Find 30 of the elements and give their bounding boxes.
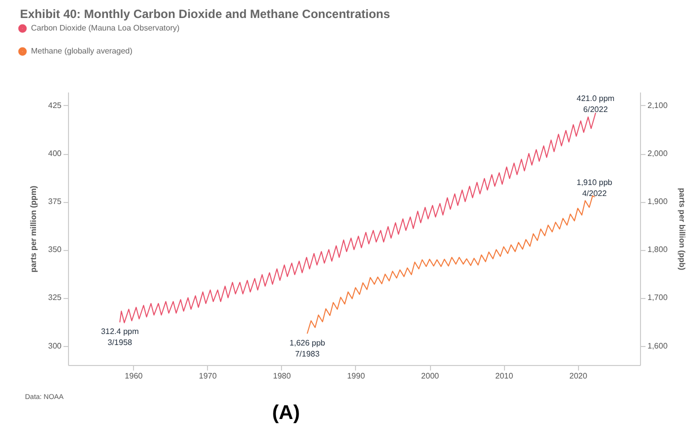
line-series — [306, 195, 595, 334]
x-tick-label: 2010 — [495, 372, 514, 380]
y-axis-title: parts per million (ppm) — [29, 185, 38, 272]
y2-tick-label: 1,800 — [648, 245, 668, 254]
legend-label: Methane (globally averaged) — [31, 46, 133, 56]
y2-axis-title: parts per billion (ppb) — [678, 188, 687, 270]
annotation: 1,626 ppb 7/1983 — [290, 338, 326, 358]
x-tick-label: 1990 — [347, 372, 366, 380]
chart-title: Exhibit 40: Monthly Carbon Dioxide and Methane Concentrations — [20, 7, 390, 21]
y2-tick-label: 1,700 — [648, 293, 668, 302]
y-tick-label: 350 — [48, 245, 62, 254]
y-tick-label: 425 — [48, 100, 62, 110]
y-tick-label: 400 — [48, 149, 62, 158]
y-tick-label: 325 — [48, 293, 62, 302]
annotation: 312.4 ppm 3/1958 — [100, 326, 140, 347]
x-tick-label: 1960 — [124, 372, 144, 380]
y-tick-label: 375 — [48, 197, 62, 206]
y2-tick-label: 1,900 — [648, 197, 668, 206]
legend-label: Carbon Dioxide (Mauna Loa Observatory) — [31, 24, 180, 32]
x-tick-label: 2000 — [421, 372, 440, 380]
x-tick-label: 2020 — [569, 372, 588, 380]
y2-tick-label: 2,000 — [648, 149, 668, 158]
annotation: 1,910 ppb 4/2022 — [576, 178, 613, 198]
annotation: 421.0 ppm 6/2022 — [576, 94, 615, 114]
text: (A) — [272, 402, 300, 424]
y-tick-label: 300 — [48, 341, 62, 350]
y2-tick-label: 1,600 — [648, 341, 668, 350]
y2-tick-label: 2,100 — [648, 100, 668, 110]
x-tick-label: 1980 — [272, 372, 292, 380]
x-tick-label: 1970 — [198, 372, 218, 380]
